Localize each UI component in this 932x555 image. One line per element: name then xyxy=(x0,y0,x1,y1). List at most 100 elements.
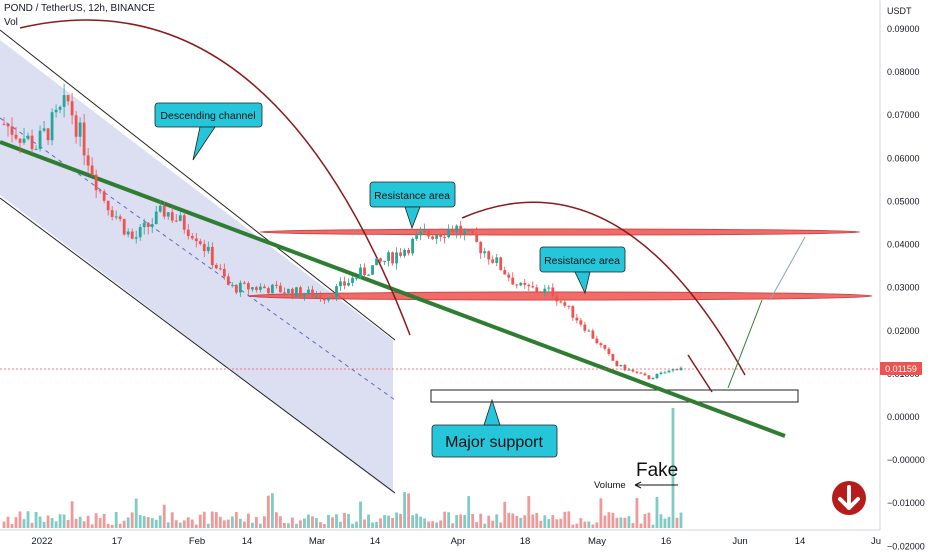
volume-bar xyxy=(194,524,198,528)
candle-body xyxy=(311,289,314,298)
volume-bar xyxy=(202,511,206,528)
volume-bar xyxy=(242,521,246,528)
volume-bar xyxy=(262,516,266,528)
candle-body xyxy=(319,295,322,299)
resistance-zone-upper xyxy=(259,228,861,236)
candle-body xyxy=(671,369,675,371)
candle-body xyxy=(499,257,503,271)
candle-body xyxy=(206,246,210,252)
volume-bar xyxy=(523,515,527,528)
label-resistance-lower: Resistance area xyxy=(544,255,620,267)
volume-bar xyxy=(631,523,635,528)
candle-body xyxy=(190,236,194,239)
candle-body xyxy=(507,274,511,278)
candle-body xyxy=(166,212,170,217)
candle-body xyxy=(391,252,394,264)
volume-bar xyxy=(651,524,655,528)
volume-bar xyxy=(234,512,238,528)
candle-body xyxy=(6,124,10,127)
volume-bar xyxy=(10,523,14,528)
candle-body xyxy=(22,138,26,143)
candle-body xyxy=(174,220,178,222)
candle-body xyxy=(303,294,306,297)
volume-bar xyxy=(254,517,258,528)
volume-bar xyxy=(435,522,439,528)
volume-bar xyxy=(299,520,302,528)
volume-bar xyxy=(459,514,463,528)
candle-body xyxy=(335,286,338,298)
arrow-up-projection xyxy=(727,299,763,389)
label-volume: Volume xyxy=(594,480,626,491)
arc-right xyxy=(461,201,746,376)
candle-body xyxy=(399,252,402,256)
candle-body xyxy=(395,252,398,264)
volume-bar xyxy=(639,523,643,528)
candle-body xyxy=(627,369,631,371)
candle-body xyxy=(595,338,599,344)
volume-bar xyxy=(182,520,186,528)
volume-bar xyxy=(6,516,10,528)
candle-body xyxy=(343,281,346,286)
volume-bar xyxy=(447,512,451,528)
candle-body xyxy=(527,284,531,287)
volume-bar xyxy=(138,515,142,528)
volume-bar xyxy=(367,514,370,528)
price-tick-label: −0.02000 xyxy=(887,541,925,550)
volume-bar xyxy=(178,522,182,528)
volume-bar xyxy=(619,517,623,528)
candle-body xyxy=(375,258,378,266)
candle-body xyxy=(615,360,619,367)
candle-body xyxy=(551,287,555,297)
candle-body xyxy=(194,238,198,242)
candle-body xyxy=(603,345,607,349)
candle-body xyxy=(154,211,158,225)
candle-body xyxy=(238,282,242,293)
volume-bar xyxy=(415,513,419,528)
volume-bar xyxy=(519,517,523,528)
candle-body xyxy=(475,233,479,242)
volume-bar xyxy=(363,519,366,528)
candle-body xyxy=(471,230,475,234)
candle-body xyxy=(250,287,254,290)
candle-body xyxy=(58,106,62,110)
volume-bar xyxy=(266,495,270,528)
volume-bar xyxy=(98,518,102,528)
resistance-zone-lower xyxy=(247,291,873,301)
arrow-up-projection-2 xyxy=(769,236,806,301)
callout-descending-channel[interactable]: Descending channel xyxy=(154,102,263,161)
candle-body xyxy=(222,268,226,277)
candle-body xyxy=(30,135,34,150)
price-tick-label: 0.04000 xyxy=(887,240,920,250)
candle-body xyxy=(463,231,467,235)
bearish-badge[interactable] xyxy=(832,481,866,515)
volume-bar xyxy=(26,511,30,528)
time-tick-label: 14 xyxy=(795,536,806,547)
candle-body xyxy=(283,292,286,294)
time-tick-label: Mar xyxy=(309,536,325,547)
candle-body xyxy=(559,301,563,303)
volume-bar xyxy=(34,512,38,528)
volume-bar xyxy=(587,521,591,528)
candle-body xyxy=(230,284,234,286)
callout-resistance-upper[interactable]: Resistance area xyxy=(369,181,456,230)
volume-bar xyxy=(319,522,322,528)
callout-resistance-lower[interactable]: Resistance area xyxy=(539,246,626,295)
volume-bar xyxy=(186,517,190,528)
candle-body xyxy=(327,297,330,301)
callout-major-support[interactable]: Major support xyxy=(431,398,558,458)
volume-bar xyxy=(531,514,535,528)
volume-bar xyxy=(407,493,410,528)
volume-bar xyxy=(575,523,579,528)
volume-bar xyxy=(443,511,447,528)
volume-bar xyxy=(539,520,543,528)
candle-body xyxy=(647,375,651,380)
volume-bar xyxy=(359,501,362,528)
price-tick-label: 0.03000 xyxy=(887,283,920,293)
candle-body xyxy=(667,370,671,373)
candle-body xyxy=(363,267,366,275)
candle-body xyxy=(631,369,635,372)
candle-body xyxy=(170,212,174,221)
volume-bar xyxy=(451,523,455,528)
candle-body xyxy=(511,277,515,285)
